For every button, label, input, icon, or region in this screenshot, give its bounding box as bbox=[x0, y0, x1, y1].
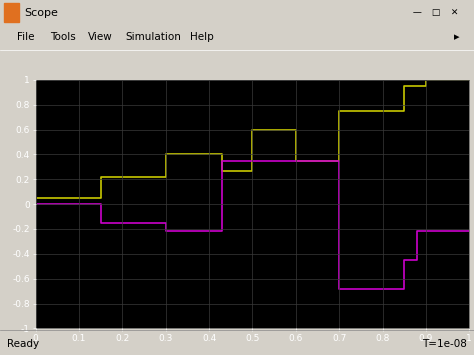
Text: Scope: Scope bbox=[25, 8, 58, 18]
Text: Help: Help bbox=[190, 32, 213, 42]
Text: ✕: ✕ bbox=[448, 8, 462, 17]
Text: ▸: ▸ bbox=[454, 32, 460, 42]
Text: —: — bbox=[410, 8, 425, 17]
Text: Simulation: Simulation bbox=[126, 32, 182, 42]
Text: $\times10^{-8}$: $\times10^{-8}$ bbox=[441, 353, 469, 355]
Text: Ready: Ready bbox=[7, 339, 39, 349]
Text: □: □ bbox=[429, 8, 443, 17]
Text: T=1e-08: T=1e-08 bbox=[422, 339, 467, 349]
Text: Tools: Tools bbox=[50, 32, 75, 42]
Text: File: File bbox=[17, 32, 34, 42]
Bar bbox=[4, 3, 19, 22]
Text: View: View bbox=[88, 32, 112, 42]
